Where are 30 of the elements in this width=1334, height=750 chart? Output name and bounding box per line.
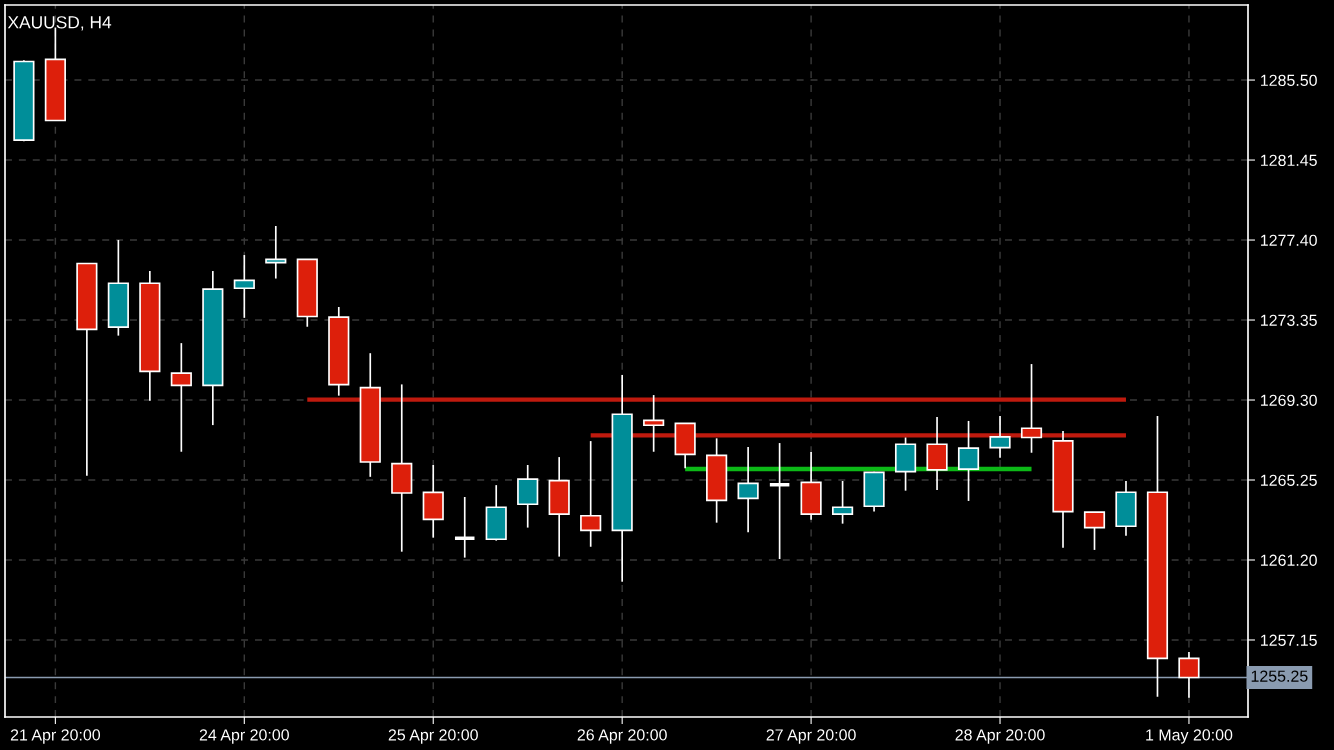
x-tick-label: 27 Apr 20:00	[766, 729, 856, 744]
candlestick	[453, 496, 475, 559]
candlestick	[1178, 651, 1200, 699]
ref-line-label: 1255.25	[1251, 670, 1308, 682]
candlestick	[831, 480, 854, 525]
y-tick-label: 1261.20	[1261, 554, 1317, 566]
x-tick-label: 28 Apr 20:00	[955, 729, 1045, 744]
y-tick-label: 1269.30	[1261, 394, 1317, 406]
y-tick-label: 1265.25	[1261, 474, 1317, 486]
candlestick	[643, 394, 665, 453]
text: XAUUSD, H4	[7, 16, 112, 31]
candlestick	[737, 446, 759, 533]
candlestick	[989, 415, 1011, 459]
candlestick	[580, 440, 602, 548]
candlestick	[233, 254, 255, 319]
x-tick-label: 1 May 20:00	[1146, 729, 1233, 744]
candlestick	[769, 442, 790, 560]
x-tick-label: 24 Apr 20:00	[199, 729, 289, 744]
y-tick-label: 1277.40	[1261, 234, 1317, 246]
x-tick-label: 25 Apr 20:00	[388, 729, 478, 744]
y-tick-label: 1281.45	[1261, 154, 1317, 166]
y-tick-label: 1285.50	[1261, 74, 1317, 86]
y-tick-label: 1257.15	[1261, 634, 1317, 646]
candlestick	[1020, 363, 1043, 454]
x-tick-label: 21 Apr 20:00	[10, 729, 101, 744]
y-tick-label: 1273.35	[1261, 314, 1317, 326]
candlestick	[957, 420, 980, 502]
x-tick-label: 26 Apr 20:00	[577, 729, 667, 744]
candlestick	[1083, 511, 1106, 551]
candlestick	[170, 342, 192, 453]
